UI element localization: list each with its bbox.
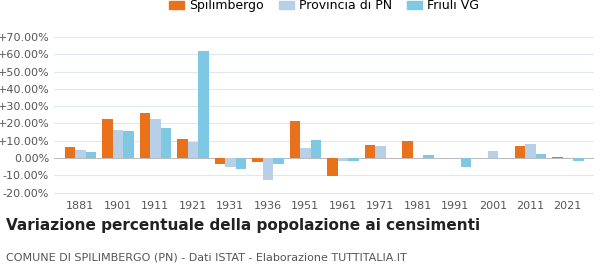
Bar <box>402 141 413 158</box>
Bar <box>290 121 300 158</box>
Bar <box>263 158 273 179</box>
Bar <box>515 146 525 158</box>
Bar <box>252 158 263 162</box>
Bar <box>327 158 337 176</box>
Bar <box>573 158 583 162</box>
Bar <box>525 144 536 158</box>
Bar <box>423 155 433 158</box>
Bar <box>236 158 246 169</box>
Bar <box>177 139 187 158</box>
Bar <box>461 158 471 167</box>
Bar <box>102 119 113 158</box>
Bar <box>215 158 225 164</box>
Bar <box>337 158 348 162</box>
Bar <box>187 142 198 158</box>
Text: COMUNE DI SPILIMBERGO (PN) - Dati ISTAT - Elaborazione TUTTITALIA.IT: COMUNE DI SPILIMBERGO (PN) - Dati ISTAT … <box>6 252 407 262</box>
Bar <box>536 154 546 158</box>
Bar <box>113 130 123 158</box>
Bar <box>225 158 236 167</box>
Bar <box>273 158 284 164</box>
Bar <box>139 113 150 158</box>
Bar <box>311 140 321 158</box>
Bar <box>300 148 311 158</box>
Bar <box>375 146 386 158</box>
Bar <box>161 128 171 158</box>
Bar <box>150 119 161 158</box>
Bar <box>365 145 375 158</box>
Text: Variazione percentuale della popolazione ai censimenti: Variazione percentuale della popolazione… <box>6 218 480 234</box>
Bar <box>86 152 96 158</box>
Bar <box>348 158 359 161</box>
Legend: Spilimbergo, Provincia di PN, Friuli VG: Spilimbergo, Provincia di PN, Friuli VG <box>164 0 484 17</box>
Bar <box>198 51 209 158</box>
Bar <box>75 150 86 158</box>
Bar <box>65 147 75 158</box>
Bar <box>552 157 563 158</box>
Bar <box>487 151 498 158</box>
Bar <box>123 131 133 158</box>
